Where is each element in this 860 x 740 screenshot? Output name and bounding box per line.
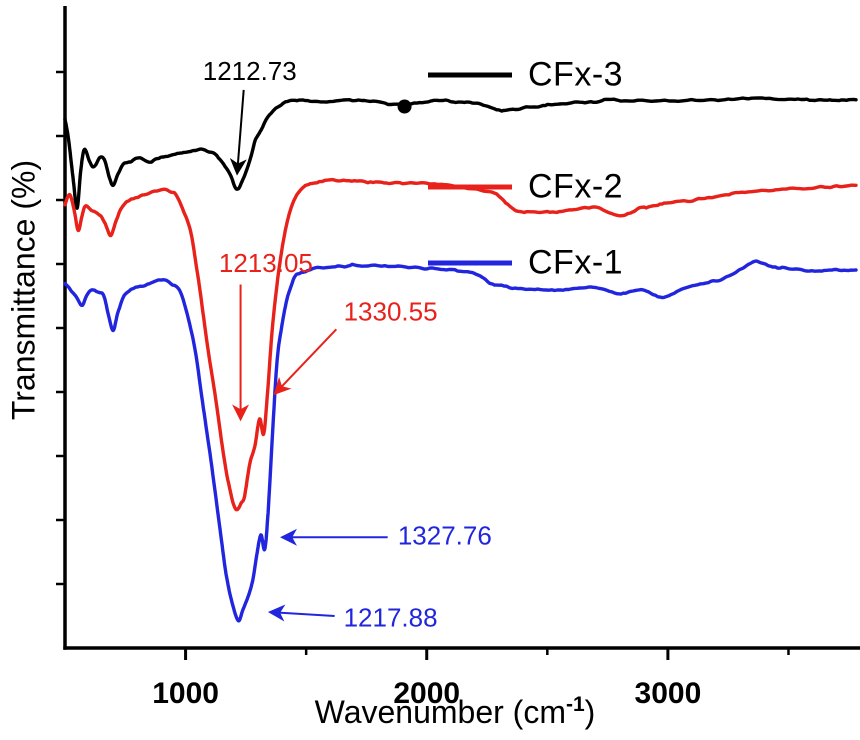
x-axis-label: Wavenumber (cm-1) — [315, 693, 596, 731]
annotation-arrow — [273, 328, 338, 396]
x-axis-label-superscript: -1 — [565, 693, 585, 717]
peak-annotation: 1327.76 — [398, 520, 492, 550]
legend-label-cfx2: CFx-2 — [528, 167, 624, 206]
series-line-CFx-2 — [63, 177, 858, 512]
series-marker-dot-CFx-3 — [397, 99, 412, 114]
peak-annotation: 1330.55 — [344, 296, 438, 326]
x-tick-label: 2000 — [393, 677, 460, 710]
annotation-arrow — [267, 604, 335, 622]
x-axis-label-text: Wavenumber (cm — [314, 693, 566, 730]
peak-annotation: 1212.73 — [203, 56, 297, 86]
legend-label-cfx1: CFx-1 — [528, 243, 624, 282]
peak-annotation: 1213.05 — [219, 248, 313, 278]
legend-swatch-cfx3 — [428, 72, 512, 78]
legend-swatch-cfx2 — [428, 184, 512, 190]
legend-label-cfx3: CFx-3 — [528, 55, 624, 94]
legend-swatch-cfx1 — [428, 260, 512, 266]
x-tick-label: 1000 — [152, 677, 219, 710]
legend-entry-cfx3: CFx-3 — [428, 56, 623, 95]
legend-entry-cfx1: CFx-1 — [428, 244, 623, 283]
y-axis-label: Transmittance (%) — [5, 159, 42, 421]
series-line-CFx-1 — [63, 259, 858, 623]
peak-annotation: 1217.88 — [344, 602, 438, 632]
annotation-arrow — [229, 89, 247, 176]
x-axis-label-suffix: ) — [584, 693, 596, 730]
series-line-CFx-3 — [63, 96, 858, 210]
legend-entry-cfx2: CFx-2 — [428, 168, 623, 207]
x-tick-label: 3000 — [635, 677, 702, 710]
